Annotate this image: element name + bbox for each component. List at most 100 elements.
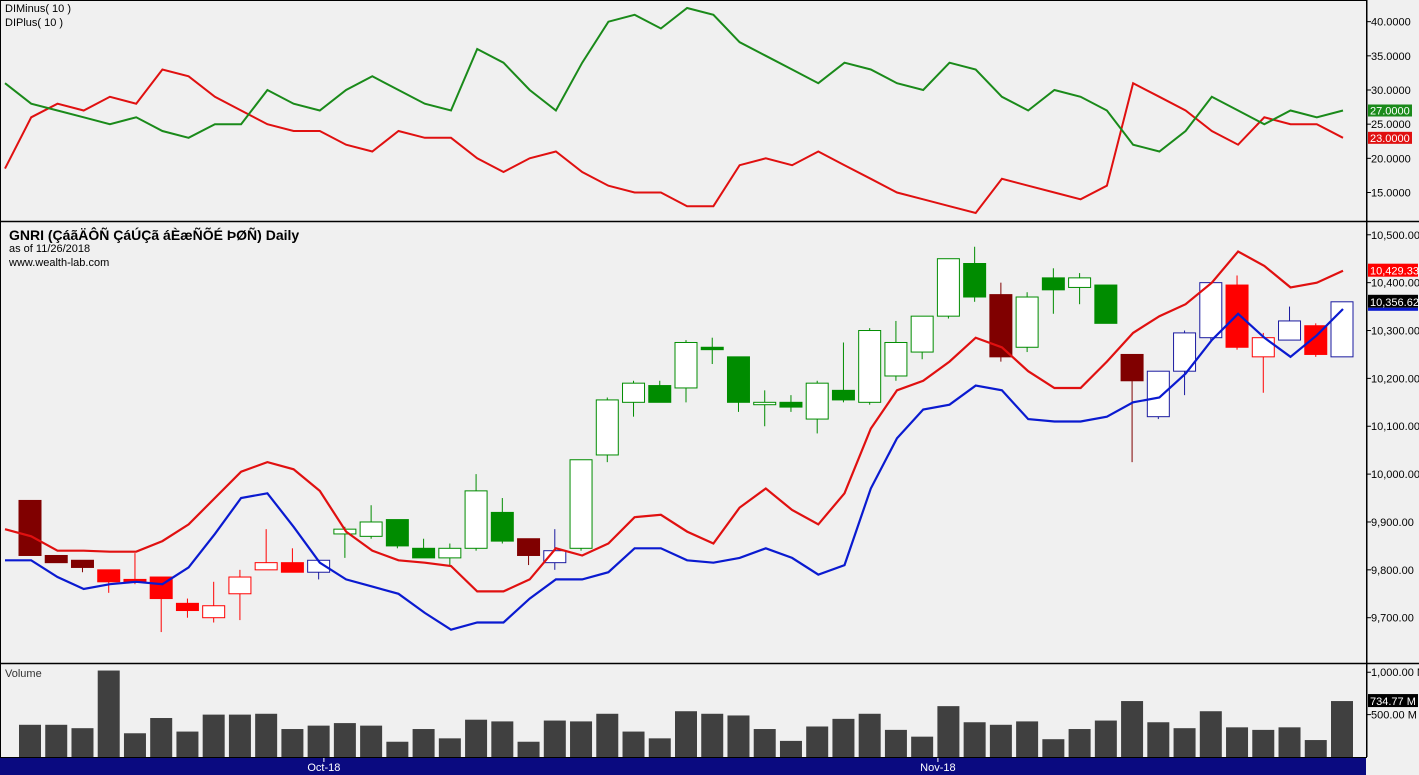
indicator-axis-tick-label: 25.0000	[1371, 119, 1411, 131]
price-axis-tick-label: 9,900.00	[1371, 517, 1414, 529]
volume-bar	[806, 726, 829, 757]
indicator-axis-tick-label: 35.0000	[1371, 51, 1411, 63]
indicator-axis-tick-label: 30.0000	[1371, 85, 1411, 97]
volume-bar	[1278, 727, 1301, 757]
candle-body	[438, 547, 462, 559]
as-of-date: as of 11/26/2018	[9, 243, 91, 255]
volume-bar	[45, 724, 68, 757]
volume-bar	[1226, 727, 1249, 757]
volume-axis-tick-label: 1,000.00 M	[1371, 667, 1419, 679]
volume-bar	[1304, 740, 1327, 757]
candle-body	[1251, 337, 1275, 358]
volume-bar	[543, 720, 566, 757]
volume-bar	[1147, 722, 1170, 757]
volume-pane-label: Volume	[5, 668, 42, 680]
price-axis-tick-label: 9,800.00	[1371, 565, 1414, 577]
candle-body	[543, 550, 567, 564]
volume-bar	[281, 729, 304, 757]
candle-body	[1094, 284, 1118, 324]
volume-bar	[858, 713, 881, 757]
indicator-axis-tick-label: 15.0000	[1371, 188, 1411, 200]
date-axis-label: Nov-18	[920, 762, 955, 774]
diplus-line	[4, 6, 1344, 153]
volume-bar	[675, 711, 697, 757]
volume-last-badge	[1368, 694, 1418, 708]
close-last-value: 10,356.62	[1370, 297, 1419, 309]
price-axis-tick-label: 10,000.00	[1371, 469, 1419, 481]
candle-body	[595, 399, 619, 456]
diplus-legend: DIPlus( 10 )	[5, 17, 64, 29]
volume-bar	[884, 729, 907, 757]
volume-bar	[465, 719, 488, 757]
candle-body	[779, 401, 803, 408]
candle-body	[831, 389, 855, 401]
volume-bar	[202, 714, 225, 757]
volume-bar	[412, 729, 435, 757]
volume-bar	[753, 729, 776, 757]
volume-bar	[255, 713, 278, 757]
price-axis-tick-label: 10,500.00	[1371, 230, 1419, 242]
lower-band-last-badge	[1368, 307, 1418, 311]
candle-body	[700, 346, 724, 351]
candle-body	[97, 569, 121, 583]
candle-body	[202, 605, 226, 619]
candle-body	[280, 562, 304, 573]
candle-body	[175, 602, 199, 612]
candle-body	[1120, 353, 1144, 382]
volume-bar	[123, 733, 146, 757]
volume-bar	[333, 723, 356, 757]
diminus-last-value: 23.0000	[1370, 133, 1410, 145]
candle-body	[884, 341, 908, 377]
indicator-axis-tick-label: 20.0000	[1371, 153, 1411, 165]
volume-bar	[386, 741, 409, 757]
volume-bar	[97, 670, 120, 757]
volume-axis-tick-label: 500.00 M	[1371, 710, 1417, 722]
candle-body	[569, 459, 593, 549]
candle-body	[1278, 320, 1302, 341]
volume-bar	[622, 731, 645, 757]
indicator-axis-tick-label: 40.0000	[1371, 17, 1411, 29]
candle-body	[989, 294, 1013, 358]
candle-body	[1015, 296, 1039, 348]
volume-bar	[779, 740, 802, 757]
candle-body	[1304, 325, 1328, 355]
volume-bar	[150, 718, 173, 757]
candle-body	[858, 330, 882, 403]
volume-bar	[1094, 720, 1117, 757]
volume-bar	[1068, 729, 1091, 757]
upper-last-badge	[1368, 263, 1418, 277]
candle-body	[910, 315, 934, 353]
volume-bar	[491, 721, 514, 757]
volume-last-value: 734.77 M	[1370, 696, 1416, 708]
volume-bar	[911, 736, 934, 757]
volume-bar	[438, 738, 461, 757]
volume-bar	[307, 725, 330, 757]
diminus-line	[4, 68, 1344, 215]
price-axis-tick-label: 10,100.00	[1371, 421, 1419, 433]
volume-bar	[701, 713, 724, 757]
volume-bar	[228, 714, 251, 757]
close-last-badge	[1368, 294, 1418, 308]
candle-body	[517, 538, 541, 556]
candle-body	[1146, 370, 1170, 418]
candle-body	[228, 576, 252, 595]
volume-bar	[1331, 701, 1353, 757]
price-pane-title: GNRI (ÇáãÄÔÑ ÇáÚÇã áÈæÑÕÉ ÞØÑ) Daily	[9, 227, 300, 243]
volume-bar	[963, 722, 986, 757]
volume-bar	[1121, 701, 1144, 757]
volume-bar	[1199, 711, 1222, 757]
volume-bar	[1252, 729, 1275, 757]
upper-band-last-value: 10,429.33	[1370, 266, 1419, 278]
candle-body	[385, 519, 409, 547]
website-label: www.wealth-lab.com	[9, 257, 110, 269]
volume-bar	[989, 724, 1012, 757]
upper-band-line	[4, 250, 1344, 593]
volume-bar	[596, 713, 619, 757]
diminus-last-badge	[1368, 131, 1412, 144]
candle-body	[70, 559, 94, 568]
candle-body	[963, 263, 987, 298]
candle-body	[805, 382, 829, 420]
price-axis-tick-label: 10,200.00	[1371, 373, 1419, 385]
